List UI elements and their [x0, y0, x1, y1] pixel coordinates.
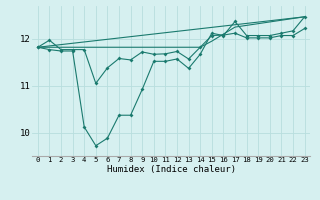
X-axis label: Humidex (Indice chaleur): Humidex (Indice chaleur)	[107, 165, 236, 174]
